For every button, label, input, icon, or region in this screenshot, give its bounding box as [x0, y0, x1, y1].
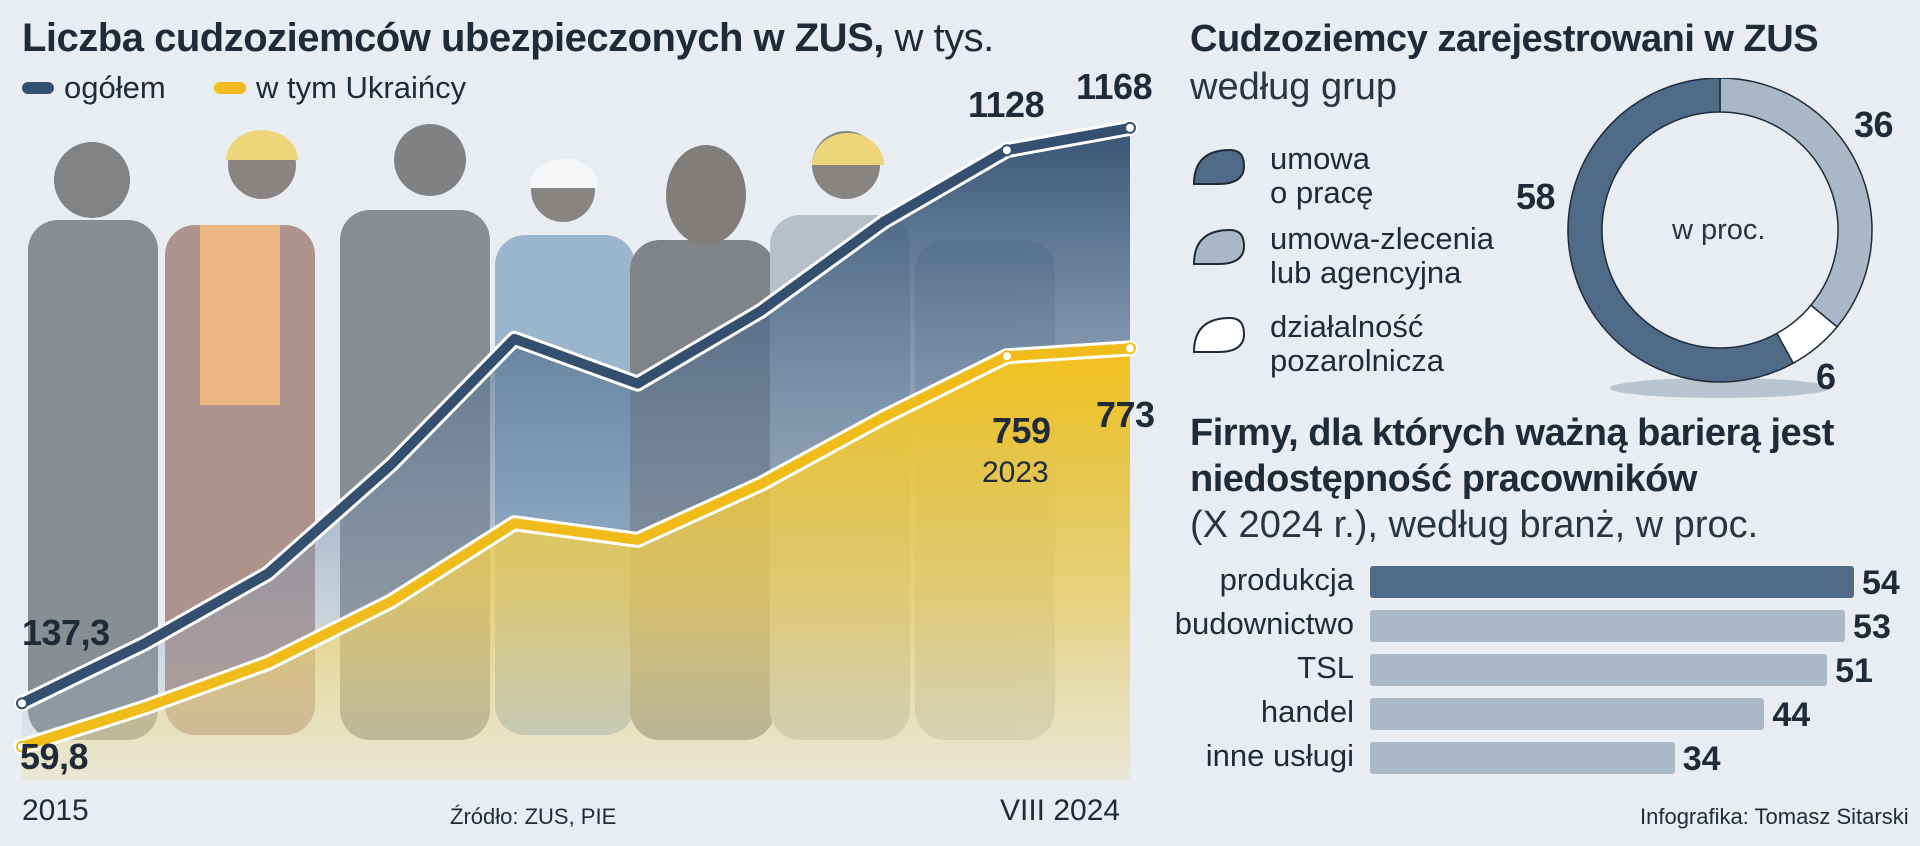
credit-line: Infografika: Tomasz Sitarski: [1640, 804, 1909, 829]
donut-value-contract: 36: [1854, 104, 1894, 145]
left-chart-title-bold: Liczba cudzoziemców ubezpieczonych w ZUS…: [22, 16, 884, 60]
bar-label: produkcja: [1219, 562, 1354, 597]
helmet-icon: [226, 130, 298, 160]
line-total: [17, 122, 1135, 709]
donut-subtitle: według grup: [1190, 66, 1398, 108]
person-silhouette: [28, 220, 158, 740]
donut-value-employment: 58: [1516, 176, 1556, 217]
legend-line-2: pozarolnicza: [1270, 343, 1445, 378]
bar-label: budownictwo: [1174, 606, 1354, 641]
label-year-2023: 2023: [982, 456, 1049, 489]
bars-title-line1: Firmy, dla których ważną barierą jest: [1190, 412, 1834, 454]
legend-line-1: umowa-zlecenia: [1270, 221, 1494, 256]
label-total-2024: 1168: [1076, 66, 1153, 107]
x-axis-end: VIII 2024: [1000, 794, 1121, 827]
bar: [1370, 742, 1675, 774]
line-chart-plot: [14, 119, 1138, 780]
donut-title: Cudzoziemcy zarejestrowani w ZUS: [1190, 18, 1819, 60]
legend-total: ogółem: [22, 70, 166, 106]
donut-legend-item-business: działalność pozarolnicza: [1190, 310, 1444, 378]
x-axis-start: 2015: [22, 794, 89, 827]
legend-line-1: działalność: [1270, 309, 1424, 344]
donut-chart: [1567, 78, 1873, 398]
area-ukr: [22, 348, 1130, 780]
label-ukr-2024: 773: [1096, 394, 1155, 435]
bar-label: TSL: [1297, 650, 1354, 685]
donut-center-label: w proc.: [1672, 214, 1766, 246]
donut-value-business: 6: [1816, 356, 1836, 397]
line-ukr: [17, 343, 1135, 752]
bar-value-label: 44: [1772, 696, 1811, 734]
safety-vest: [200, 225, 280, 405]
helmet-icon: [530, 158, 598, 188]
source-note: Źródło: ZUS, PIE: [450, 804, 617, 829]
legend-line-1: umowa: [1270, 141, 1370, 176]
data-point-total: [1000, 144, 1013, 157]
bar-value-label: 53: [1853, 608, 1891, 646]
bar: [1370, 698, 1765, 730]
person-head: [666, 145, 746, 245]
legend-total-label: ogółem: [64, 70, 166, 105]
label-ukr-2023: 759: [992, 410, 1051, 451]
bars-title-line2: niedostępność pracowników: [1190, 458, 1697, 500]
data-point-ukr: [1124, 342, 1136, 355]
left-chart-title-unit: w tys.: [883, 16, 994, 60]
label-start-total: 137,3: [22, 612, 110, 653]
teardrop-icon: [1192, 228, 1246, 265]
left-chart-title: Liczba cudzoziemców ubezpieczonych w ZUS…: [22, 16, 994, 61]
legend-ukr-swatch: [214, 82, 246, 94]
bar-chart: produkcja 54 budownictwo 53 TSL 51 handel 44 inn…: [1140, 562, 1910, 796]
bar-label: handel: [1260, 694, 1354, 729]
person-head: [394, 124, 466, 196]
bar-label: inne usługi: [1205, 738, 1354, 773]
teardrop-icon: [1192, 148, 1246, 185]
data-point-ukr: [16, 740, 28, 753]
data-point-ukr: [1000, 350, 1013, 363]
legend-ukr-label: w tym Ukraińcy: [256, 70, 467, 105]
legend-ukr: w tym Ukraińcy: [214, 70, 466, 106]
donut-slice-0: [1567, 78, 1795, 383]
data-point-total: [16, 697, 28, 710]
bar: [1370, 566, 1854, 598]
legend-line-2: lub agencyjna: [1270, 255, 1462, 290]
label-start-ukr: 59,8: [20, 736, 89, 777]
helmet-icon: [812, 133, 884, 165]
bar: [1370, 654, 1828, 686]
bar-value-label: 34: [1682, 740, 1721, 778]
bar: [1370, 610, 1846, 642]
label-total-2023: 1128: [968, 84, 1045, 125]
legend-total-swatch: [22, 82, 54, 94]
bars-subtitle: (X 2024 r.), według branż, w proc.: [1190, 504, 1759, 546]
bar-value-label: 51: [1835, 652, 1873, 690]
person-head: [54, 142, 130, 218]
bar-value-label: 54: [1862, 564, 1900, 602]
teardrop-icon: [1192, 316, 1246, 353]
data-point-total: [1124, 121, 1136, 134]
legend-line-2: o pracę: [1270, 175, 1374, 210]
donut-legend-item-contract: umowa-zlecenia lub agencyjna: [1190, 222, 1494, 290]
donut-legend-item-employment: umowa o pracę: [1190, 142, 1373, 210]
donut-shadow: [1610, 378, 1830, 398]
donut-slice-1: [1719, 78, 1873, 328]
